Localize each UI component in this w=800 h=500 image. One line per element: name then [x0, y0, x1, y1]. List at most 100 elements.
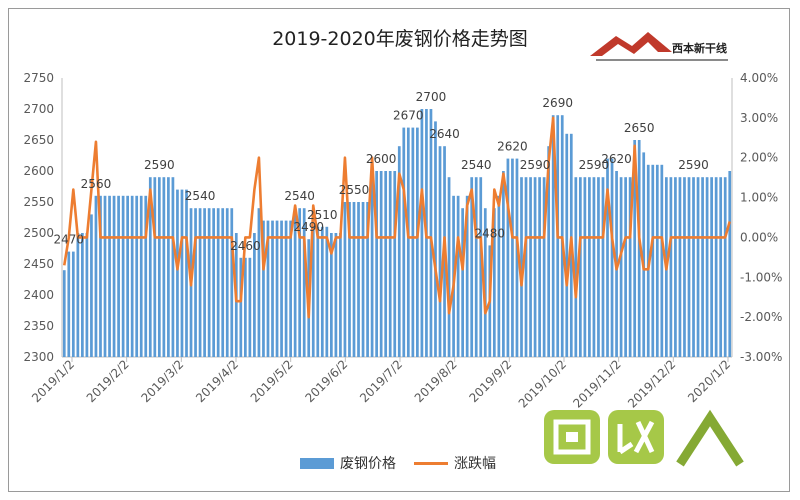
price-bar [330, 233, 333, 357]
price-bar [406, 127, 410, 357]
price-bar [334, 233, 338, 357]
data-label: 2600 [366, 152, 397, 166]
x-tick-label: 2019/11/2 [570, 357, 623, 410]
brand-name: 西本新干线 [672, 41, 727, 55]
price-bar [126, 195, 129, 357]
price-bar [94, 195, 98, 357]
price-bar [397, 146, 401, 357]
x-tick-label: 2019/7/2 [357, 357, 405, 405]
y-tick-label: 2700 [23, 102, 54, 116]
price-bar [171, 177, 175, 357]
price-bar [479, 177, 483, 357]
price-bar [610, 158, 614, 357]
price-bar [67, 251, 71, 357]
price-bar [103, 195, 107, 357]
price-bar [320, 226, 324, 357]
data-label: 2550 [339, 183, 370, 197]
price-bar [316, 226, 320, 357]
legend-label-change: 涨跌幅 [454, 456, 496, 472]
x-tick-label: 2019/9/2 [466, 357, 514, 405]
price-bar [130, 195, 134, 357]
price-bar [719, 177, 723, 357]
price-bar [325, 226, 329, 357]
price-bar [76, 233, 80, 357]
y2-tick-label: 1.00% [740, 191, 778, 205]
y-tick-label: 2750 [23, 71, 54, 85]
y-tick-label: 2600 [23, 164, 54, 178]
price-bar [225, 208, 229, 357]
data-label: 2470 [54, 233, 85, 247]
price-bar [62, 270, 66, 357]
price-bar [194, 208, 197, 357]
price-bar [144, 195, 148, 357]
price-bar [411, 127, 415, 357]
data-label: 2620 [601, 152, 632, 166]
price-bar [203, 208, 206, 357]
price-bar [248, 257, 252, 357]
price-bar [157, 177, 161, 357]
price-bar [99, 195, 102, 357]
price-bar [655, 164, 659, 357]
price-bar [379, 171, 383, 357]
price-bar [243, 257, 247, 357]
price-bar [601, 177, 605, 357]
price-bar [339, 233, 342, 357]
data-label: 2690 [542, 96, 573, 110]
price-bar [637, 140, 641, 357]
y-tick-label: 2550 [23, 195, 54, 209]
x-tick-label: 2019/6/2 [302, 357, 350, 405]
data-label: 2540 [185, 189, 216, 203]
price-bar [393, 171, 397, 357]
price-bar [633, 140, 637, 357]
price-bar [402, 127, 406, 357]
price-bar [284, 220, 288, 357]
price-bar [271, 220, 274, 357]
price-bar [687, 177, 691, 357]
price-bar [370, 171, 374, 357]
y-tick-label: 2650 [23, 133, 54, 147]
y-tick-label: 2300 [23, 350, 54, 364]
data-label: 2670 [393, 109, 424, 123]
legend-swatch-line [414, 461, 448, 465]
price-bar [388, 171, 392, 357]
price-bar [669, 177, 673, 357]
x-tick-label: 2019/1/2 [29, 357, 77, 405]
price-bar [153, 177, 157, 357]
price-bar [674, 177, 677, 357]
price-bar [185, 189, 188, 357]
price-bar [533, 177, 537, 357]
price-bar [588, 177, 591, 357]
x-tick-label: 2019/3/2 [138, 357, 186, 405]
price-bar [139, 195, 143, 357]
brand-logo: 西本新干线 [590, 32, 728, 61]
price-bar [465, 195, 469, 357]
price-bar [348, 202, 351, 357]
price-bar [108, 195, 111, 357]
price-bar [578, 177, 582, 357]
price-bar [642, 152, 646, 357]
price-bar [692, 177, 695, 357]
price-bar [524, 177, 528, 357]
price-bar [483, 208, 487, 357]
price-bar [429, 109, 433, 357]
price-bar [266, 220, 270, 357]
price-bar [628, 177, 632, 357]
legend: 废钢价格 涨跌幅 [300, 454, 496, 472]
chart-title: 2019-2020年废钢价格走势图 [272, 28, 528, 50]
data-label: 2590 [520, 158, 551, 172]
x-tick-label: 2019/2/2 [84, 357, 132, 405]
price-bar [167, 177, 170, 357]
change-line [62, 116, 731, 319]
price-bar [542, 177, 546, 357]
data-label: 2700 [416, 90, 447, 104]
x-tick-label: 2019/4/2 [193, 357, 241, 405]
price-bar [511, 158, 514, 357]
price-bar [728, 171, 732, 357]
price-bar [148, 177, 152, 357]
y-tick-label: 2500 [23, 226, 54, 240]
price-bar [597, 177, 600, 357]
y2-tick-label: 2.00% [740, 151, 778, 165]
price-bar [447, 177, 451, 357]
